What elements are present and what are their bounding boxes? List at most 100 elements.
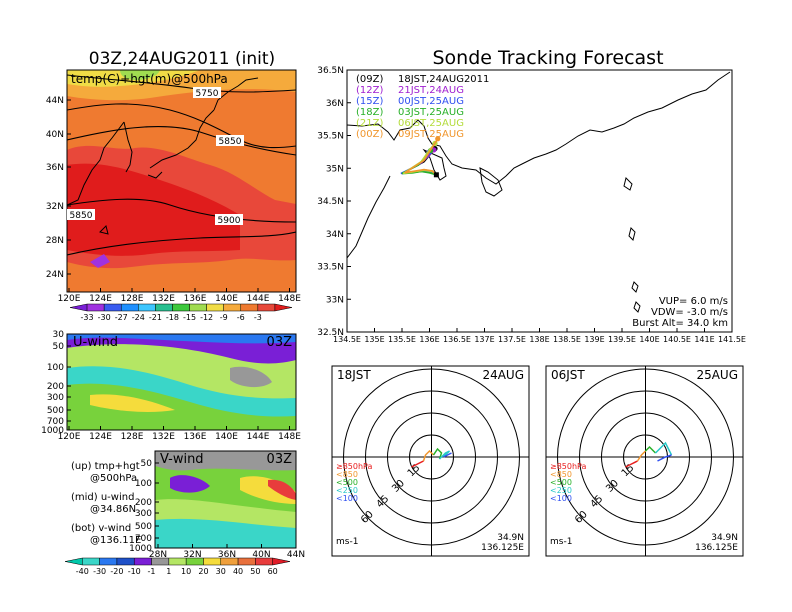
track-lat-tick-label: 32.5N <box>317 328 344 338</box>
u-y-tick-label: 500 <box>47 406 64 416</box>
track-lon-tick-label: 138.5E <box>553 335 581 344</box>
sonde-landing-point <box>435 136 441 142</box>
track-lon-tick-label: 136.5E <box>443 335 471 344</box>
track-lon-tick-label: 137E <box>474 335 494 344</box>
wind-colorbar-label: -10 <box>128 567 141 576</box>
note-bot: (bot) v-wind <box>71 523 131 534</box>
track-lat-tick-label: 33N <box>326 295 344 305</box>
v-wind-label: V-wind <box>160 452 204 467</box>
temp-colorbar-swatch <box>69 303 88 312</box>
panel-legend-notes: (up) tmp+hgt @500hPa (mid) u-wind @34.86… <box>71 461 141 546</box>
v-y-tick-label: 50 <box>141 459 153 469</box>
hodograph-time: 06JST <box>551 368 585 382</box>
track-coastlines <box>347 71 731 313</box>
contour-label-5900: 5900 <box>218 216 241 226</box>
temp-colorbar-swatch <box>120 303 139 312</box>
v-wind-frame <box>154 450 297 549</box>
left-title: 03Z,24AUG2011 (init) <box>89 49 275 69</box>
v-wind-x-ticks: 28N 32N 36N 40N 44N <box>149 544 305 560</box>
launch-site-marker <box>433 172 439 178</box>
vup-param: VUP= 6.0 m/s <box>659 296 728 307</box>
hodograph-trace <box>636 450 647 462</box>
temp-band-hot <box>67 163 240 256</box>
temp-colorbar-swatch <box>274 303 293 312</box>
temp-colorbar-label: -24 <box>132 313 145 322</box>
wind-colorbar-swatch <box>237 557 256 566</box>
contour-label-group: 5750 5850 5850 5900 <box>67 87 244 226</box>
height-contours <box>67 74 296 256</box>
hodograph-units: ms-1 <box>550 537 572 547</box>
v-x-tick-label: 28N <box>149 550 167 560</box>
temp-colorbar-swatch <box>240 303 259 312</box>
hodograph-lon: 136.125E <box>695 543 738 553</box>
u-x-tick-label: 120E <box>58 432 81 442</box>
temp-cold-spot <box>90 254 110 268</box>
temp-colorbar-swatch <box>172 303 190 312</box>
track-lon-tick-label: 136E <box>419 335 439 344</box>
hodograph-level-label: <850 <box>550 470 572 479</box>
temp-colorbar-label: -6 <box>237 313 245 322</box>
u-y-tick-label: 30 <box>53 330 65 340</box>
wind-colorbar-swatch <box>133 557 152 566</box>
note-bot-level: @136.11E <box>90 535 141 546</box>
map-lat-ticks: 44N 40N 36N 32N 28N 24N <box>46 96 71 280</box>
track-lon-tick-label: 135.5E <box>388 335 416 344</box>
hodograph-units: ms-1 <box>336 537 358 547</box>
v-y-tick-label: 100 <box>135 479 152 489</box>
track-lon-tick-label: 139.5E <box>608 335 636 344</box>
u-x-tick-label: 124E <box>89 432 112 442</box>
u-wind-field <box>67 334 296 430</box>
wind-colorbar: -40 -30 -20 -10 -1 1 10 20 30 40 50 60 <box>64 557 291 576</box>
wind-colorbar-swatch <box>64 557 83 566</box>
map-lon-tick-label: 144E <box>247 294 270 304</box>
contour-5750 <box>67 74 296 93</box>
contour-5800 <box>67 103 296 149</box>
temp-colorbar-swatch <box>86 303 105 312</box>
track-legend-code: (09Z) <box>356 74 383 85</box>
v-x-tick-label: 40N <box>252 550 270 560</box>
contour-label-5850-a: 5850 <box>219 137 242 147</box>
u-wind-x-ticks: 120E 124E 128E 132E 136E 140E 144E 148E <box>58 426 301 442</box>
ise-bay <box>422 148 447 181</box>
track-lon-tick-label: 141.5E <box>718 335 746 344</box>
temp-colorbar-label: -30 <box>98 313 111 322</box>
note-mid-level: @34.86N <box>90 504 136 515</box>
map-lat-tick-label: 40N <box>46 130 64 140</box>
japan-hokkaido <box>213 77 259 111</box>
u-wind-time: 03Z <box>267 335 293 350</box>
wind-colorbar-swatch <box>220 557 239 566</box>
wind-colorbar-swatch <box>272 557 291 566</box>
temp-colorbar-label: -15 <box>183 313 196 322</box>
temp-colorbar-label: -18 <box>166 313 179 322</box>
hodograph-level-label: <500 <box>336 478 358 487</box>
track-lon-tick-label: 141E <box>694 335 714 344</box>
track-lon-tick-label: 139E <box>584 335 604 344</box>
hodograph-trace <box>644 445 657 454</box>
temp-band-green <box>120 70 160 80</box>
hodograph-frame <box>545 365 744 557</box>
track-lat-tick-label: 35.5N <box>317 132 344 142</box>
track-legend: (09Z) 18JST,24AUG2011 (12Z) 21JST,24AUG (15Z… <box>356 74 489 140</box>
track-legend-time: 00JST,25AUG <box>398 96 464 107</box>
wind-colorbar-swatch <box>116 557 135 566</box>
temp-colorbar-swatch <box>206 303 224 312</box>
wind-colorbar-label: 50 <box>250 567 260 576</box>
hodograph-frame <box>331 365 530 557</box>
contour-5850 <box>67 125 296 156</box>
u-band-upper <box>67 334 296 344</box>
temp-colorbar-swatch <box>189 303 207 312</box>
contour-label-5750: 5750 <box>196 89 219 99</box>
wind-colorbar-label: -1 <box>148 567 156 576</box>
wind-colorbar-label: 10 <box>181 567 191 576</box>
temp-colorbar-swatch <box>103 303 122 312</box>
u-wind-frame <box>66 333 297 431</box>
v-y-tick-label: 200 <box>135 498 152 508</box>
track-lon-tick-label: 138E <box>529 335 549 344</box>
temp-colorbar-swatch <box>257 303 276 312</box>
track-lon-ticks: 134.5E 135E 135.5E 136E 136.5E 137E 137.5E 138E… <box>333 328 746 344</box>
temperature-colorbar: -33 -30 -27 -24 -21 -18 -15 -12 -9 -6 -3 <box>69 303 293 322</box>
